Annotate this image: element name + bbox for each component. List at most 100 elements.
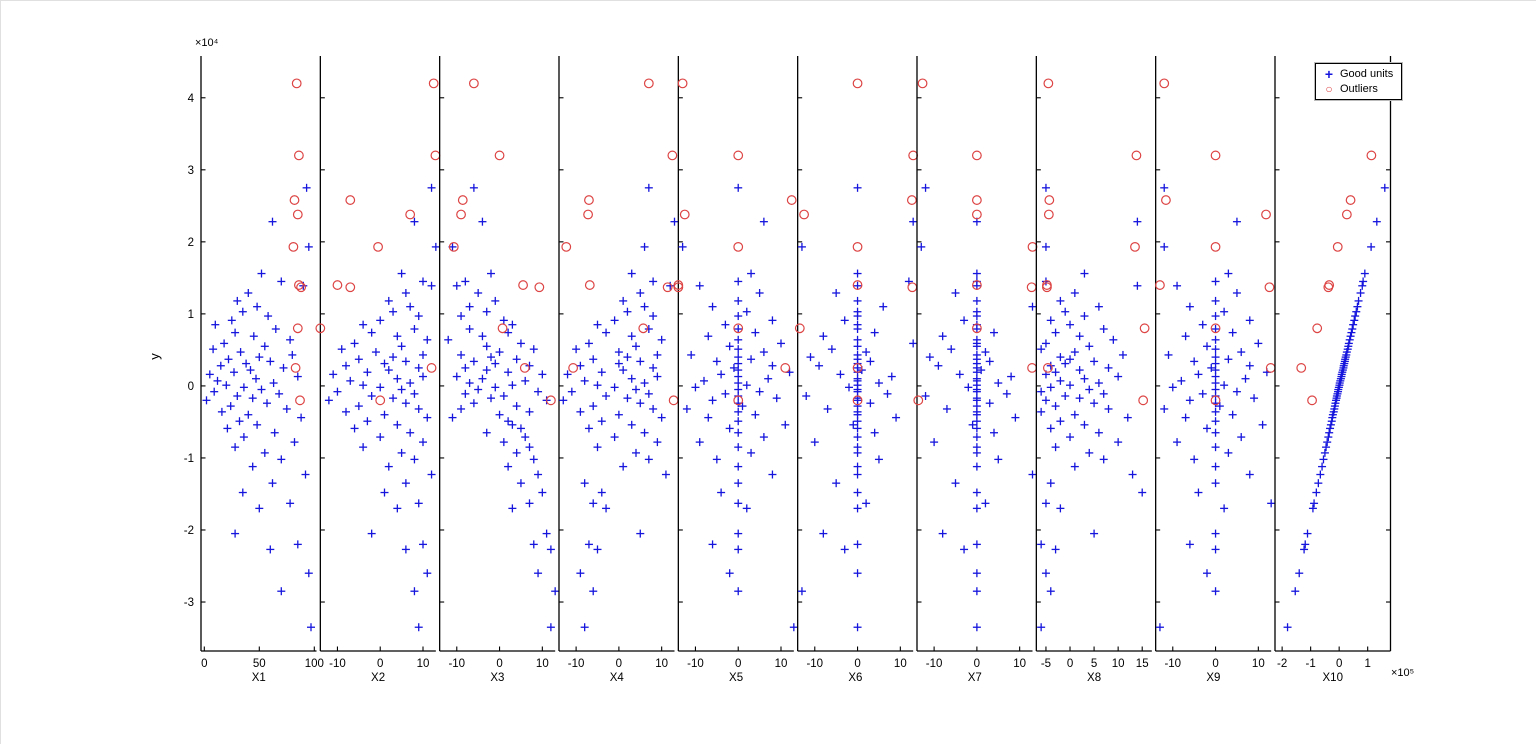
panel-x-label: X6 — [848, 672, 862, 684]
outlier-points — [794, 78, 919, 406]
panel-axes: -2 -1 0 1 — [1274, 56, 1392, 670]
panel-axes: -10 0 10 — [797, 56, 914, 670]
panel-x-label: X5 — [729, 672, 743, 684]
x-tick-label: 15 — [1136, 658, 1149, 670]
good-units-points — [444, 183, 560, 632]
x-tick-label: 1 — [1364, 658, 1370, 670]
panel-X3: -10 0 10 X3 — [439, 56, 560, 684]
x-tick-label: 50 — [253, 658, 266, 670]
panel-X6: -10 0 10 X6 — [794, 56, 919, 684]
panel-axes: -5 0 5 10 15 — [1035, 56, 1152, 670]
y-tick-label: 4 — [188, 93, 195, 105]
panel-axes: -10 0 10 — [677, 56, 794, 670]
panel-axes: 0 50 100 — [200, 56, 324, 670]
panel-x-label: X10 — [1323, 672, 1343, 684]
panel-x-label: X1 — [252, 672, 266, 684]
x-tick-label: -10 — [687, 658, 704, 670]
outliers-marker-icon: ○ — [1325, 81, 1333, 96]
x-tick-label: 10 — [775, 658, 788, 670]
x-tick-label: 0 — [854, 658, 860, 670]
x-tick-label: 0 — [496, 658, 502, 670]
panel-x-label: X7 — [968, 672, 982, 684]
panel-x-label: X3 — [490, 672, 504, 684]
good-units-points — [1037, 183, 1147, 632]
panel-X10: -2 -1 0 1 X10 — [1274, 56, 1392, 684]
x-tick-label: 0 — [1212, 658, 1218, 670]
y-tick-label: 0 — [188, 381, 194, 393]
x-tick-label: 0 — [1067, 658, 1073, 670]
outlier-points — [561, 78, 679, 406]
panel-axes: -10 0 10 — [916, 56, 1033, 670]
x-tick-label: 100 — [305, 658, 324, 670]
outlier-points — [1296, 78, 1377, 406]
panel-x-label: X9 — [1206, 672, 1220, 684]
good-units-points — [1155, 183, 1276, 632]
x-tick-label: 10 — [655, 658, 668, 670]
x-tick-label: -2 — [1277, 658, 1287, 670]
x-tick-label: -1 — [1306, 658, 1316, 670]
panel-X9: -10 0 10 X9 — [1155, 56, 1276, 684]
good-units-points — [797, 183, 918, 632]
y-tick-label: -2 — [184, 525, 194, 537]
good-units-points — [917, 183, 1037, 632]
x-tick-label: -5 — [1041, 658, 1051, 670]
legend-row-good: + Good units — [1321, 66, 1393, 81]
panel-X8: -5 0 5 10 15 X8 — [1035, 56, 1152, 684]
x-tick-label: 0 — [616, 658, 622, 670]
outlier-points — [448, 78, 556, 406]
x-tick-label: 0 — [1336, 658, 1342, 670]
y-tick-label: 1 — [188, 309, 194, 321]
x-tick-label: -10 — [448, 658, 465, 670]
outlier-points — [913, 78, 1038, 406]
x-tick-label: -10 — [926, 658, 943, 670]
y-axis-exponent: ×10⁴ — [195, 37, 219, 49]
x-tick-label: 10 — [894, 658, 907, 670]
legend-outliers-label: Outliers — [1340, 82, 1378, 95]
good-units-marker-icon: + — [1324, 65, 1334, 82]
good-units-points — [1283, 183, 1389, 632]
good-units-points — [324, 183, 440, 632]
panel-X2: -10 0 10 X2 — [315, 56, 441, 684]
x-tick-label: -10 — [806, 658, 823, 670]
legend: + Good units ○ Outliers — [1315, 63, 1403, 100]
x-tick-label: -10 — [329, 658, 346, 670]
panel-axes: -10 0 10 — [439, 56, 556, 670]
y-tick-label: 2 — [188, 237, 194, 249]
x-tick-label: 10 — [536, 658, 549, 670]
x-tick-label: 10 — [1252, 658, 1265, 670]
panel-x-label: X2 — [371, 672, 385, 684]
outlier-points — [288, 78, 307, 406]
good-units-points — [678, 183, 798, 632]
good-units-points — [559, 183, 679, 632]
x-tick-label: -10 — [568, 658, 585, 670]
panel-X7: -10 0 10 X7 — [913, 56, 1038, 684]
outlier-points — [673, 78, 797, 406]
outlier-points — [1042, 78, 1150, 406]
y-tick-label: 3 — [188, 165, 194, 177]
y-axis-label: y — [146, 353, 162, 360]
y-tick-label: -1 — [184, 453, 194, 465]
legend-good-label: Good units — [1340, 67, 1394, 80]
x-tick-label: 10 — [417, 658, 430, 670]
x-tick-label: 0 — [974, 658, 980, 670]
panel-X1: 0 50 100 X1 4 3 2 1 0 -1 -2 -3 — [184, 56, 324, 684]
panel-axes: -10 0 10 — [1155, 56, 1272, 670]
x-tick-label: 10 — [1112, 658, 1125, 670]
x-tick-label: 0 — [201, 658, 207, 670]
panel-X5: -10 0 10 X5 — [673, 56, 798, 684]
x-tick-label: 5 — [1091, 658, 1097, 670]
x10-axis-exponent: ×10⁵ — [1391, 667, 1415, 679]
x-tick-label: 0 — [735, 658, 741, 670]
panel-x-label: X8 — [1087, 672, 1101, 684]
y-tick-label: -3 — [184, 597, 194, 609]
x-tick-label: 0 — [377, 658, 383, 670]
good-units-points — [202, 183, 315, 632]
x-tick-label: -10 — [1164, 658, 1181, 670]
panel-X4: -10 0 10 X4 — [558, 56, 679, 684]
panel-axes: -10 0 10 — [558, 56, 675, 670]
panel-axes: -10 0 10 — [319, 56, 436, 670]
panel-x-label: X4 — [610, 672, 625, 684]
x-tick-label: 10 — [1013, 658, 1026, 670]
